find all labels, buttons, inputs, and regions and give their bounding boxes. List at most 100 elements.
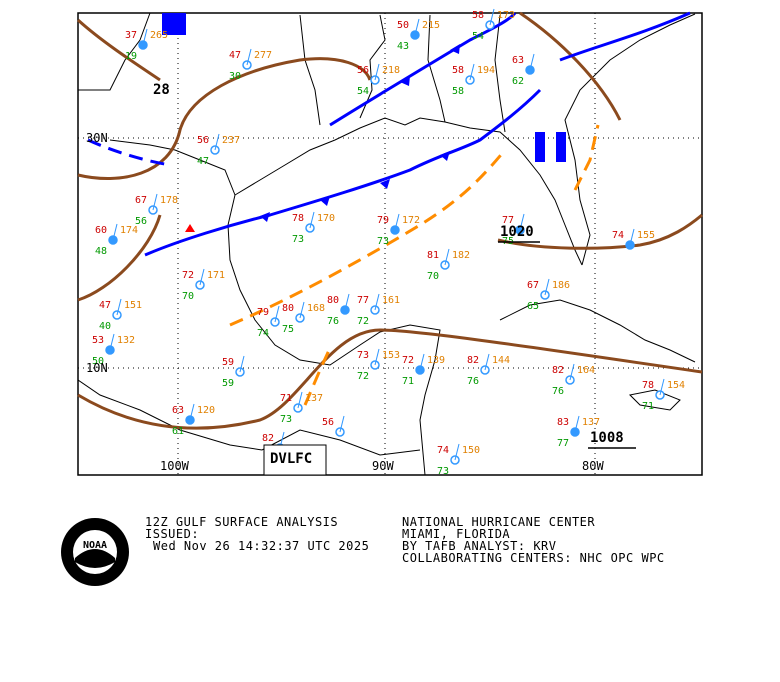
warm-front-barb <box>185 224 195 232</box>
pressure-label: 1008 <box>590 430 624 446</box>
analyst: BY TAFB ANALYST: KRV <box>402 539 557 553</box>
center-name: NATIONAL HURRICANE CENTER <box>402 515 595 529</box>
temperature: 79 <box>257 307 269 318</box>
pressure: 182 <box>452 250 470 261</box>
temperature: 58 <box>452 65 464 76</box>
feature-label: DVLFC <box>270 451 312 467</box>
dewpoint: 54 <box>472 31 484 42</box>
temperature: 60 <box>95 225 107 236</box>
pressure: 173 <box>497 10 515 21</box>
pressure: 215 <box>422 20 440 31</box>
lat-label: 30N <box>86 131 108 145</box>
wind-barb <box>569 363 575 381</box>
pressure: 194 <box>477 65 495 76</box>
temperature: 58 <box>472 10 484 21</box>
temperature: 56 <box>357 65 369 76</box>
dewpoint: 77 <box>557 438 569 449</box>
wind-barb <box>344 293 350 311</box>
dewpoint: 54 <box>357 86 369 97</box>
dewpoint: 19 <box>125 51 137 62</box>
wind-barb <box>297 391 303 409</box>
wind-barb <box>544 278 550 296</box>
temperature: 67 <box>527 280 539 291</box>
temperature: 56 <box>322 417 334 428</box>
wind-barb <box>414 18 420 36</box>
pressure: 120 <box>197 405 215 416</box>
pressure: 150 <box>462 445 480 456</box>
coastlines <box>77 12 696 476</box>
wind-barb <box>484 353 490 371</box>
wind-barb <box>659 378 665 396</box>
dewpoint: 76 <box>327 316 339 327</box>
collaborating-centers: COLLABORATING CENTERS: NHC OPC WPC <box>402 551 665 565</box>
pressure: 172 <box>402 215 420 226</box>
wind-barb <box>239 355 245 373</box>
dewpoint: 73 <box>280 414 292 425</box>
wind-barb <box>489 8 495 26</box>
dewpoint: 40 <box>99 321 111 332</box>
pressure: 277 <box>254 50 272 61</box>
wind-barb <box>109 333 115 351</box>
pressure-label: 1020 <box>500 224 534 240</box>
wind-barb <box>142 28 148 46</box>
wind-barb <box>374 293 380 311</box>
station-plots: 37 19 265 47 30 277 56 54 218 50 43 215 58 58 194 58 54 1… <box>92 8 685 477</box>
temperature: 47 <box>229 50 241 61</box>
pressure: 161 <box>382 295 400 306</box>
temperature: 80 <box>282 303 294 314</box>
dewpoint: 73 <box>292 234 304 245</box>
wind-barb <box>374 348 380 366</box>
pressure: 139 <box>427 355 445 366</box>
temperature: 59 <box>222 357 234 368</box>
temperature: 72 <box>182 270 194 281</box>
temperature: 47 <box>99 300 111 311</box>
pressure: 171 <box>207 270 225 281</box>
wind-barb <box>199 268 205 286</box>
graticule <box>78 13 702 475</box>
dewpoint: 43 <box>397 41 409 52</box>
dewpoint: 58 <box>452 86 464 97</box>
front-barbs <box>162 13 566 222</box>
temperature: 53 <box>92 335 104 346</box>
dewpoint: 47 <box>197 156 209 167</box>
wind-barb <box>574 415 580 433</box>
temperature: 82 <box>552 365 564 376</box>
dewpoint: 30 <box>229 71 241 82</box>
pressure: 164 <box>577 365 595 376</box>
lat-label: 10N <box>86 361 108 375</box>
product-title: 12Z GULF SURFACE ANALYSIS <box>145 515 338 529</box>
wind-barb <box>214 133 220 151</box>
pressure: 265 <box>150 30 168 41</box>
lon-label: 90W <box>372 459 394 473</box>
wind-barb <box>112 223 118 241</box>
pressure: 154 <box>667 380 685 391</box>
pressure-label: 28 <box>153 82 170 98</box>
lon-label: 80W <box>582 459 604 473</box>
wind-barb <box>629 228 635 246</box>
temperature: 82 <box>467 355 479 366</box>
temperature: 83 <box>557 417 569 428</box>
temperature: 67 <box>135 195 147 206</box>
lon-label: 100W <box>160 459 190 473</box>
dewpoint: 73 <box>437 466 449 477</box>
pressure: 137 <box>582 417 600 428</box>
wind-barb <box>529 53 535 71</box>
dewpoint: 50 <box>92 356 104 367</box>
wind-barb <box>309 211 315 229</box>
pressure: 237 <box>222 135 240 146</box>
wind-barb <box>374 63 380 81</box>
dewpoint: 71 <box>642 401 654 412</box>
pressure: 151 <box>124 300 142 311</box>
dewpoint: 56 <box>135 216 147 227</box>
temperature: 82 <box>262 433 274 444</box>
wind-barb <box>116 298 122 316</box>
pressure: 170 <box>317 213 335 224</box>
center-location: MIAMI, FLORIDA <box>402 527 510 541</box>
wind-barb <box>469 63 475 81</box>
temperature: 81 <box>427 250 439 261</box>
isobars <box>76 11 703 430</box>
pressure: 168 <box>307 303 325 314</box>
wind-barb <box>394 213 400 231</box>
pressure: 218 <box>382 65 400 76</box>
